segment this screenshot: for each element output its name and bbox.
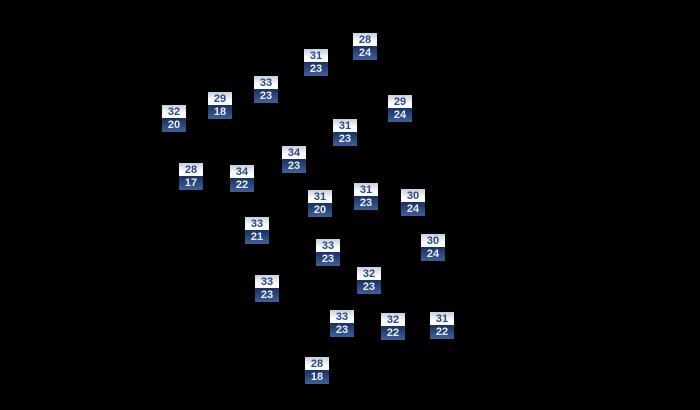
high-temp-value: 32 <box>357 267 381 280</box>
high-temp-value: 28 <box>179 163 203 176</box>
low-temp-value: 23 <box>333 132 357 146</box>
low-temp-value: 24 <box>388 108 412 122</box>
high-temp-value: 30 <box>421 234 445 247</box>
temp-marker[interactable]: 28 24 <box>353 33 377 60</box>
high-temp-value: 33 <box>316 239 340 252</box>
low-temp-value: 23 <box>255 288 279 302</box>
low-temp-value: 23 <box>354 196 378 210</box>
low-temp-value: 23 <box>330 323 354 337</box>
temp-marker[interactable]: 34 23 <box>282 146 306 173</box>
temp-marker[interactable]: 34 22 <box>230 165 254 192</box>
low-temp-value: 18 <box>208 105 232 119</box>
high-temp-value: 33 <box>255 275 279 288</box>
low-temp-value: 24 <box>353 46 377 60</box>
temp-marker[interactable]: 30 24 <box>401 189 425 216</box>
temp-marker[interactable]: 31 23 <box>354 183 378 210</box>
high-temp-value: 29 <box>388 95 412 108</box>
temp-marker[interactable]: 33 21 <box>245 217 269 244</box>
high-temp-value: 34 <box>282 146 306 159</box>
temp-marker[interactable]: 33 23 <box>255 275 279 302</box>
temp-marker[interactable]: 28 17 <box>179 163 203 190</box>
low-temp-value: 24 <box>401 202 425 216</box>
high-temp-value: 32 <box>381 313 405 326</box>
high-temp-value: 31 <box>304 49 328 62</box>
low-temp-value: 23 <box>254 89 278 103</box>
low-temp-value: 20 <box>308 203 332 217</box>
high-temp-value: 30 <box>401 189 425 202</box>
low-temp-value: 24 <box>421 247 445 261</box>
low-temp-value: 22 <box>230 178 254 192</box>
high-temp-value: 28 <box>353 33 377 46</box>
high-temp-value: 34 <box>230 165 254 178</box>
high-temp-value: 32 <box>162 105 186 118</box>
temp-marker[interactable]: 31 22 <box>430 312 454 339</box>
high-temp-value: 29 <box>208 92 232 105</box>
low-temp-value: 23 <box>304 62 328 76</box>
low-temp-value: 23 <box>357 280 381 294</box>
low-temp-value: 22 <box>430 325 454 339</box>
high-temp-value: 33 <box>254 76 278 89</box>
low-temp-value: 17 <box>179 176 203 190</box>
low-temp-value: 20 <box>162 118 186 132</box>
temp-marker[interactable]: 33 23 <box>254 76 278 103</box>
temp-marker[interactable]: 31 23 <box>333 119 357 146</box>
low-temp-value: 23 <box>282 159 306 173</box>
high-temp-value: 33 <box>245 217 269 230</box>
low-temp-value: 23 <box>316 252 340 266</box>
high-temp-value: 31 <box>308 190 332 203</box>
temp-marker[interactable]: 30 24 <box>421 234 445 261</box>
low-temp-value: 18 <box>305 370 329 384</box>
temp-marker[interactable]: 29 18 <box>208 92 232 119</box>
high-temp-value: 33 <box>330 310 354 323</box>
temp-marker[interactable]: 29 24 <box>388 95 412 122</box>
low-temp-value: 21 <box>245 230 269 244</box>
temp-marker[interactable]: 32 20 <box>162 105 186 132</box>
temp-marker[interactable]: 31 20 <box>308 190 332 217</box>
high-temp-value: 28 <box>305 357 329 370</box>
temp-marker[interactable]: 28 18 <box>305 357 329 384</box>
temp-marker[interactable]: 33 23 <box>330 310 354 337</box>
high-temp-value: 31 <box>430 312 454 325</box>
high-temp-value: 31 <box>333 119 357 132</box>
temp-marker[interactable]: 32 22 <box>381 313 405 340</box>
low-temp-value: 22 <box>381 326 405 340</box>
temp-marker[interactable]: 31 23 <box>304 49 328 76</box>
high-temp-value: 31 <box>354 183 378 196</box>
temp-marker[interactable]: 32 23 <box>357 267 381 294</box>
temp-marker[interactable]: 33 23 <box>316 239 340 266</box>
